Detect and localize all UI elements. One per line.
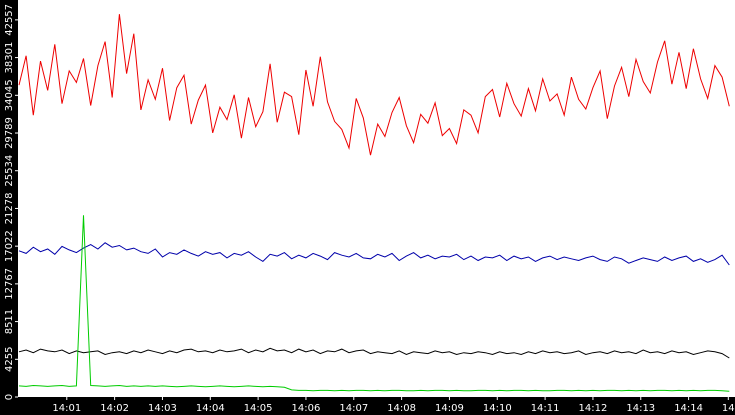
x-tick-label: 14:02	[100, 403, 129, 414]
y-tick-label: 34045	[4, 79, 15, 111]
x-axis-strip	[0, 397, 735, 415]
x-tick-label: 14:07	[339, 403, 368, 414]
y-axis-strip	[0, 0, 18, 415]
series-line	[18, 215, 730, 392]
x-tick-label: 14:06	[292, 403, 321, 414]
y-tick-label: 8511	[4, 309, 15, 334]
x-tick-label: 14:08	[387, 403, 416, 414]
series-line	[18, 242, 730, 266]
x-tick-label: 14:14	[674, 403, 703, 414]
y-tick-label: 4255	[4, 347, 15, 372]
y-tick-label: 38301	[4, 42, 15, 74]
y-tick-label: 25534	[4, 155, 15, 187]
x-tick-label: 14:04	[196, 403, 225, 414]
x-tick-label: 14	[722, 403, 735, 414]
series-line	[18, 347, 730, 359]
y-tick-label: 12767	[4, 268, 15, 300]
y-tick-label: 21278	[4, 193, 15, 225]
x-tick-label: 14:11	[531, 403, 560, 414]
x-tick-label: 14:01	[52, 403, 81, 414]
series-line	[18, 14, 730, 156]
y-tick-label: 29789	[4, 117, 15, 149]
y-tick-label: 42557	[4, 4, 15, 36]
x-tick-label: 14:03	[148, 403, 177, 414]
x-tick-label: 14:05	[244, 403, 273, 414]
x-tick-label: 14:10	[483, 403, 512, 414]
x-tick-label: 14:12	[579, 403, 608, 414]
x-tick-label: 14:09	[435, 403, 464, 414]
y-tick-label: 0	[4, 394, 15, 400]
x-tick-label: 14:13	[626, 403, 655, 414]
y-tick-label: 17022	[4, 230, 15, 262]
